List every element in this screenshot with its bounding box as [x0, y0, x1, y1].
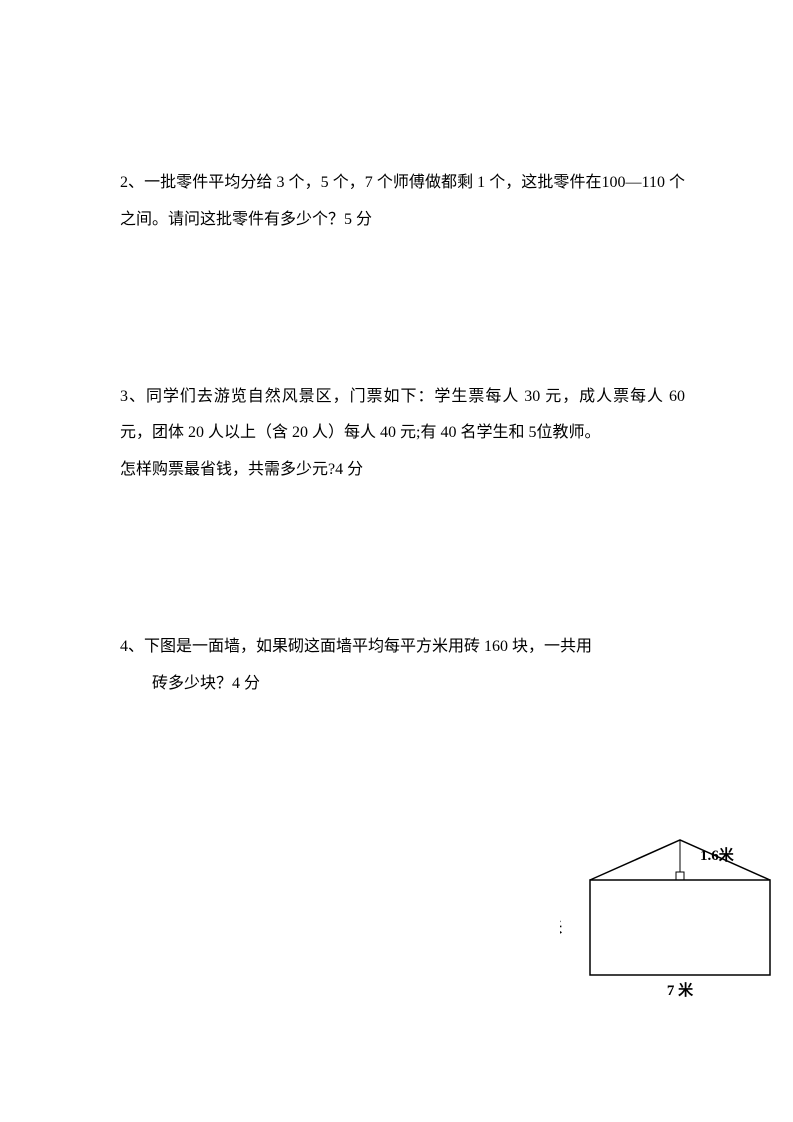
question-2-text: 2、一批零件平均分给 3 个，5 个，7 个师傅做都剩 1 个，这批零件在100…	[120, 165, 685, 239]
question-4: 4、下图是一面墙，如果砌这面墙平均每平方米用砖 160 块，一共用 砖多少块？4…	[120, 629, 685, 703]
svg-text:5米: 5米	[560, 919, 563, 937]
question-3-line2: 怎样购票最省钱，共需多少元?4 分	[120, 452, 685, 489]
question-3: 3、同学们去游览自然风景区，门票如下：学生票每人 30 元，成人票每人 60 元…	[120, 379, 685, 489]
question-2: 2、一批零件平均分给 3 个，5 个，7 个师傅做都剩 1 个，这批零件在100…	[120, 165, 685, 239]
wall-diagram: 1.6米 5米 7 米	[560, 835, 790, 1005]
svg-text:7 米: 7 米	[667, 981, 694, 999]
question-4-line1: 4、下图是一面墙，如果砌这面墙平均每平方米用砖 160 块，一共用	[120, 629, 685, 666]
question-4-line2: 砖多少块？4 分	[120, 666, 685, 703]
question-3-line1: 3、同学们去游览自然风景区，门票如下：学生票每人 30 元，成人票每人 60 元…	[120, 379, 685, 453]
svg-text:1.6米: 1.6米	[700, 846, 735, 864]
document-content: 2、一批零件平均分给 3 个，5 个，7 个师傅做都剩 1 个，这批零件在100…	[120, 165, 685, 843]
wall-diagram-svg: 1.6米 5米 7 米	[560, 835, 790, 1005]
